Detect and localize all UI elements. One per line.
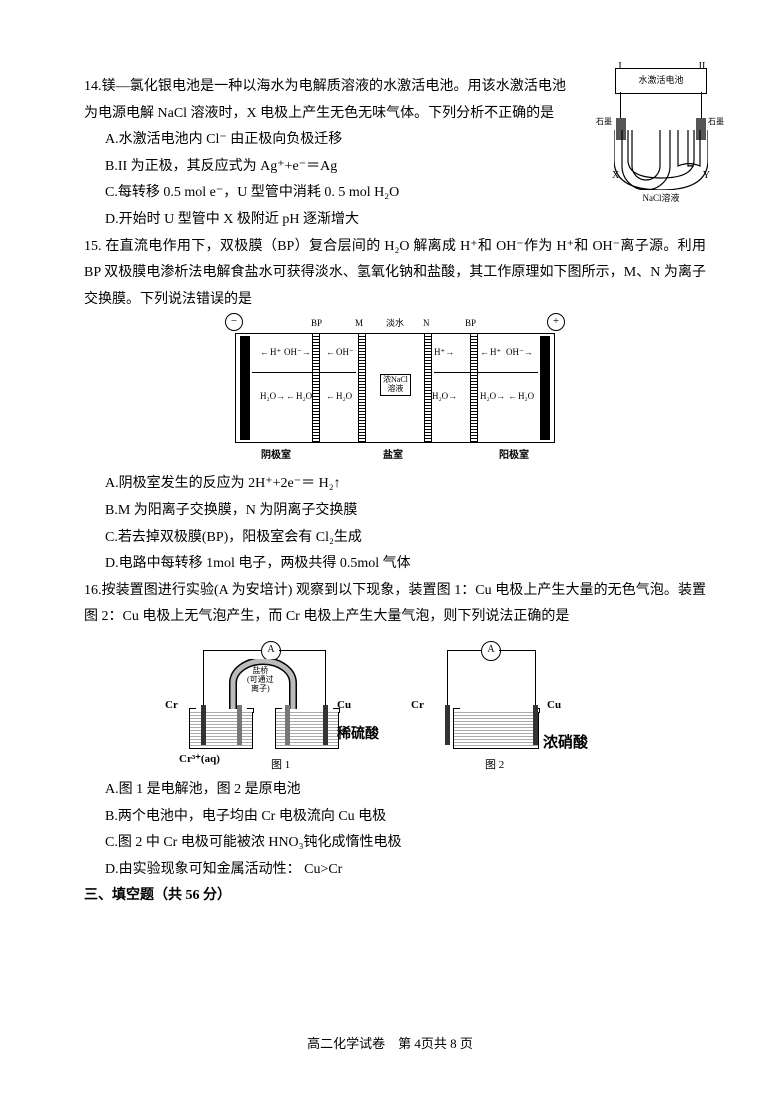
q15-m-label: M (355, 319, 363, 329)
q16-wire (203, 650, 261, 651)
q16-cr3-label: Cr³⁺(aq) (179, 753, 220, 765)
q16-wire (447, 650, 448, 710)
q15-h2o: H₂O (508, 392, 534, 402)
q14-x-label: X (612, 170, 619, 181)
q16-dilute-acid-label: 稀硫酸 (337, 727, 379, 742)
q15-cell-outer: H⁺ OH⁻→ H₂O→ H₂O OH⁻ H⁺→ H₂O H₂O→ H⁺ OH⁻… (235, 333, 555, 443)
q15-bp-label-right: BP (465, 319, 476, 329)
q14-wire-right (701, 92, 702, 118)
q15-option-c: C.若去掉双极膜(BP)，阳极室会有 Cl₂生成 (84, 525, 706, 552)
q16-electrode-bridge-R (285, 705, 290, 745)
q15-h2o: H₂O→ (432, 392, 457, 402)
q15-h2o: H₂O→ (480, 392, 505, 402)
q14-graphite-label-right: 石墨 (708, 118, 726, 127)
q16-beaker-2 (453, 712, 539, 749)
q15-cathode-label: 阴极室 (261, 450, 291, 461)
q16-wire (279, 650, 326, 651)
q15-option-d: D.电路中每转移 1mol 电子，两极共得 0.5mol 气体 (84, 551, 706, 578)
q16-electrode-bridge-L (237, 705, 242, 745)
q16-wire (325, 650, 326, 710)
q15-membrane-m (358, 334, 366, 442)
q14-u-tube (614, 130, 708, 190)
q16-cu-label-2: Cu (547, 699, 561, 711)
q15-cathode-electrode (240, 336, 250, 440)
q15-option-a: A.阴极室发生的反应为 2H⁺+2e⁻＝ H₂↑ (84, 471, 706, 498)
q15-bp-left (312, 334, 320, 442)
q15-oh-ion: OH⁻ (326, 348, 354, 358)
q14-wire-left (620, 92, 621, 118)
q16-electrode-cu-1 (323, 705, 328, 745)
q16-conc-acid-label: 浓硝酸 (543, 735, 588, 752)
q15-salt-box: 浓NaCl溶液 (380, 374, 411, 396)
q16-wire (535, 650, 536, 710)
q15-option-b: B.M 为阳离子交换膜，N 为阴离子交换膜 (84, 498, 706, 525)
q16-bridge-label: 盐桥(可通过离子) (247, 667, 274, 693)
q15-oh-ion: OH⁻→ (506, 348, 533, 358)
q15-anode-electrode (540, 336, 550, 440)
q15-h-ion: H⁺ (260, 348, 281, 358)
page: 14.镁—氯化银电池是一种以海水为电解质溶液的水激活电池。用该水激活电池为电源电… (0, 0, 780, 1101)
q15-n-label: N (423, 319, 430, 329)
q15-divider (478, 372, 538, 373)
q14-solution-label: NaCl溶液 (596, 194, 726, 204)
q14-y-label: Y (703, 170, 710, 181)
q15-divider (434, 372, 470, 373)
question-14: 14.镁—氯化银电池是一种以海水为电解质溶液的水激活电池。用该水激活电池为电源电… (84, 74, 706, 234)
q16-ammeter-1: A (261, 641, 281, 661)
q16-wire (447, 650, 481, 651)
q15-h-ion: H⁺ (480, 348, 501, 358)
q15-bp-right (470, 334, 478, 442)
q15-oh-ion: OH⁻→ (284, 348, 311, 358)
q16-wire (499, 650, 535, 651)
q16-cu-label-1: Cu (337, 699, 351, 711)
q14-battery-label: 水激活电池 (638, 76, 683, 86)
q16-sub2: A Cr Cu 浓硝酸 图 2 (405, 635, 635, 775)
q15-h2o: H₂O→ (260, 392, 285, 402)
q15-freshwater-label: 淡水 (215, 319, 575, 329)
q15-h2o: H₂O (286, 392, 312, 402)
q16-option-a: A.图 1 是电解池，图 2 是原电池 (84, 777, 706, 804)
q14-battery-box: 水激活电池 (615, 68, 707, 94)
q15-figure: − + 淡水 BP M N BP H⁺ OH⁻→ H₂O→ (215, 317, 575, 467)
q16-sub1: A 盐桥(可通过离子) Cr (155, 635, 385, 775)
question-15: 15. 在直流电作用下，双极膜（BP）复合层间的 H₂O 解离成 H⁺和 OH⁻… (84, 234, 706, 578)
q16-option-c: C.图 2 中 Cr 电极可能被浓 HNO₃钝化成惰性电极 (84, 830, 706, 857)
q16-cr-label-2: Cr (411, 699, 424, 711)
q16-caption-1: 图 1 (271, 759, 290, 771)
q16-wire (203, 650, 204, 710)
q16-beaker-1L (189, 712, 253, 749)
q16-ammeter-2: A (481, 641, 501, 661)
q16-figure: A 盐桥(可通过离子) Cr (155, 635, 635, 775)
q15-divider (252, 372, 312, 373)
q15-bp-label-left: BP (311, 319, 322, 329)
q16-option-b: B.两个电池中，电子均由 Cr 电极流向 Cu 电极 (84, 804, 706, 831)
q15-anode-label: 阳极室 (499, 450, 529, 461)
q16-caption-2: 图 2 (485, 759, 504, 771)
q16-electrode-cr-2 (445, 705, 450, 745)
q15-stem: 15. 在直流电作用下，双极膜（BP）复合层间的 H₂O 解离成 H⁺和 OH⁻… (84, 234, 706, 314)
page-footer: 高二化学试卷 第 4页共 8 页 (0, 1032, 780, 1057)
q16-option-d: D.由实验现象可知金属活动性： Cu>Cr (84, 857, 706, 884)
q15-h-ion: H⁺→ (434, 348, 454, 358)
q15-h2o: H₂O (326, 392, 352, 402)
q15-membrane-n (424, 334, 432, 442)
q16-electrode-cu-2 (533, 705, 538, 745)
q14-graphite-label-left: 石墨 (596, 118, 614, 127)
q14-figure: I II 水激活电池 石墨 石墨 X Y NaCl溶液 (596, 68, 726, 218)
q15-divider (320, 372, 356, 373)
question-16: 16.按装置图进行实验(A 为安培计) 观察到以下现象，装置图 1：Cu 电极上… (84, 578, 706, 884)
q16-electrode-cr-1 (201, 705, 206, 745)
section-3-heading: 三、填空题（共 56 分） (84, 883, 706, 910)
q16-cr-label-1: Cr (165, 699, 178, 711)
q15-saltroom-label: 盐室 (383, 450, 403, 461)
q16-stem: 16.按装置图进行实验(A 为安培计) 观察到以下现象，装置图 1：Cu 电极上… (84, 578, 706, 631)
